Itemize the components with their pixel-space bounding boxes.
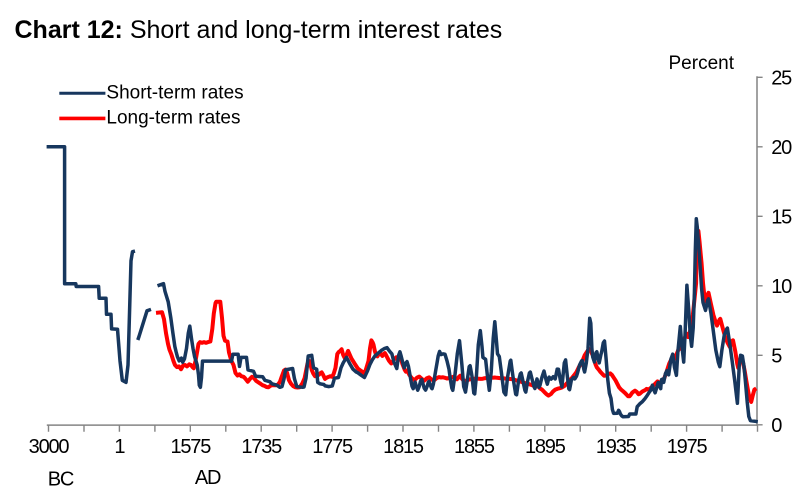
svg-text:Chart 12: Short and long-term: Chart 12: Short and long-term interest r… [15,16,503,44]
svg-text:3000: 3000 [29,436,70,458]
svg-text:AD: AD [195,467,221,489]
svg-text:BC: BC [48,468,74,490]
svg-text:10: 10 [771,276,792,298]
svg-text:Percent: Percent [669,53,735,74]
svg-text:5: 5 [771,345,782,367]
svg-text:1815: 1815 [383,436,424,458]
svg-text:Short-term rates: Short-term rates [106,82,243,103]
svg-text:25: 25 [771,67,792,89]
svg-text:20: 20 [771,137,792,159]
svg-text:0: 0 [771,415,782,437]
svg-text:1: 1 [114,436,125,458]
svg-text:1895: 1895 [525,436,566,458]
svg-text:Long-term rates: Long-term rates [106,108,240,129]
svg-text:1935: 1935 [596,436,637,458]
svg-text:1975: 1975 [667,436,708,458]
svg-text:1575: 1575 [170,436,211,458]
svg-text:1735: 1735 [241,436,282,458]
svg-text:1775: 1775 [312,436,353,458]
svg-text:1855: 1855 [454,436,495,458]
svg-text:15: 15 [771,206,792,228]
